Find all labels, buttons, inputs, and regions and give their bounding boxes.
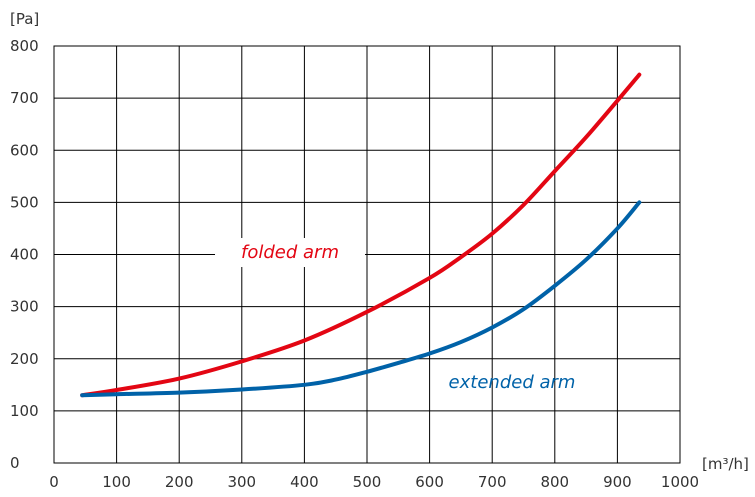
series-label: extended arm xyxy=(449,372,576,393)
series-lines xyxy=(80,72,642,398)
x-tick-label: 600 xyxy=(415,473,444,491)
series-labels: folded arm extended arm xyxy=(215,238,575,393)
y-tick-label: 800 xyxy=(10,37,39,55)
plot-area-frame xyxy=(53,45,681,464)
y-tick-label: 400 xyxy=(10,246,39,264)
y-axis-ticks: 0 100 200 300 400 500 600 700 800 xyxy=(10,37,39,472)
x-tick-label: 0 xyxy=(49,473,59,491)
y-tick-label: 200 xyxy=(10,350,39,368)
x-tick-label: 700 xyxy=(478,473,507,491)
x-axis-ticks: 0 100 200 300 400 500 600 700 800 900 1000 xyxy=(49,473,699,491)
x-tick-label: 1000 xyxy=(661,473,699,491)
y-tick-label: 300 xyxy=(10,298,39,316)
x-tick-label: 200 xyxy=(165,473,194,491)
y-axis-unit: [Pa] xyxy=(10,10,39,28)
series-line-folded-arm xyxy=(80,72,642,398)
y-tick-label: 500 xyxy=(10,193,39,211)
series-label-background xyxy=(215,238,365,267)
y-tick-label: 600 xyxy=(10,141,39,159)
y-tick-label: 700 xyxy=(10,89,39,107)
y-tick-label: 0 xyxy=(10,454,20,472)
series-label: folded arm xyxy=(241,242,339,263)
chart-grid xyxy=(54,46,680,463)
x-tick-label: 400 xyxy=(290,473,319,491)
x-tick-label: 300 xyxy=(227,473,256,491)
y-tick-label: 100 xyxy=(10,402,39,420)
x-tick-label: 900 xyxy=(603,473,632,491)
x-axis-unit: [m³/h] xyxy=(702,455,749,473)
series-line-extended-arm xyxy=(80,200,642,398)
x-tick-label: 800 xyxy=(540,473,569,491)
plot-border xyxy=(53,45,681,464)
x-tick-label: 100 xyxy=(102,473,131,491)
x-tick-label: 500 xyxy=(353,473,382,491)
